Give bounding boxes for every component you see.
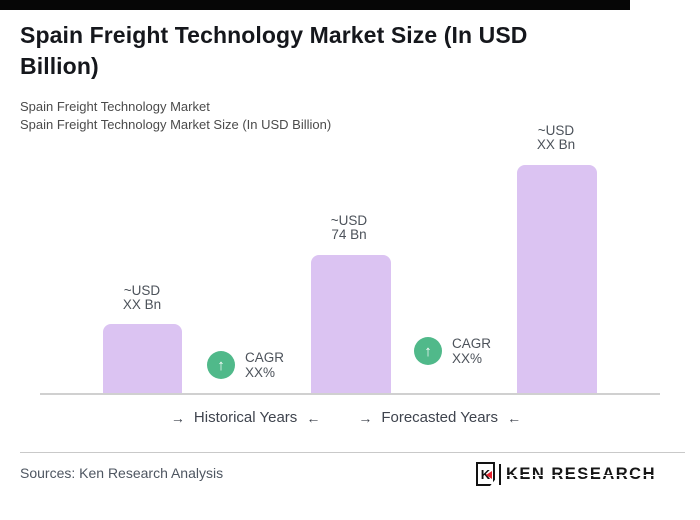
logo-red-triangle-icon <box>485 471 492 479</box>
legend-forecasted-years: → Forecasted Years ← <box>358 409 521 426</box>
cagr-title: CAGR <box>245 350 285 365</box>
arrow-right-icon: → <box>170 409 185 426</box>
bar-label-historical-start: ~USD XX Bn <box>97 284 187 312</box>
legend-historical-years: → Historical Years ← <box>171 409 320 426</box>
subtitle-line-1: Spain Freight Technology Market <box>20 99 210 114</box>
page-title: Spain Freight Technology Market Size (In… <box>20 22 528 79</box>
bar-forecast <box>517 165 597 394</box>
up-arrow-icon: ↑ <box>424 342 432 360</box>
ken-research-logo: K KEN RESEARCH <box>475 460 657 488</box>
x-axis-baseline <box>40 393 660 395</box>
bar-label-line: ~USD <box>330 213 368 228</box>
bar-historical-end <box>311 255 391 394</box>
ken-research-k-icon: K <box>475 462 495 486</box>
axis-group-legend: → Historical Years ← → Forecasted Years … <box>0 409 696 426</box>
logo-wordmark: KEN RESEARCH <box>505 464 657 483</box>
cagr-title: CAGR <box>452 336 492 351</box>
cagr-badge-2: ↑ <box>414 337 442 365</box>
logo-k-letter: K <box>480 466 491 482</box>
legend-label-forecasted: Forecasted Years <box>381 409 499 426</box>
up-arrow-icon: ↑ <box>217 356 225 374</box>
bar-label-line: ~USD <box>537 123 575 138</box>
subtitle-line-2: Spain Freight Technology Market Size (In… <box>20 117 332 132</box>
legend-label-historical: Historical Years <box>193 409 298 426</box>
cagr-value: XX% <box>245 364 276 380</box>
top-black-bar <box>0 0 630 10</box>
cagr-badge-1: ↑ <box>207 351 235 379</box>
footer-divider <box>20 452 685 453</box>
bar-label-line: ~USD <box>123 283 161 298</box>
sources-text: Sources: Ken Research Analysis <box>20 465 224 481</box>
bar-label-line: 74 Bn <box>331 227 367 242</box>
arrow-left-icon: ← <box>507 409 522 426</box>
bar-label-line: XX Bn <box>536 137 576 152</box>
arrow-left-icon: ← <box>306 409 321 426</box>
bar-label-line: XX Bn <box>122 297 162 312</box>
cagr-value: XX% <box>452 350 483 366</box>
bar-historical-start <box>103 324 182 394</box>
cagr-text-1: CAGR XX% <box>245 350 285 380</box>
cagr-text-2: CAGR XX% <box>452 336 492 366</box>
bar-label-historical-end: ~USD 74 Bn <box>304 214 394 242</box>
logo-separator <box>498 463 501 485</box>
bar-label-forecast: ~USD XX Bn <box>511 124 601 152</box>
arrow-right-icon: → <box>358 409 373 426</box>
